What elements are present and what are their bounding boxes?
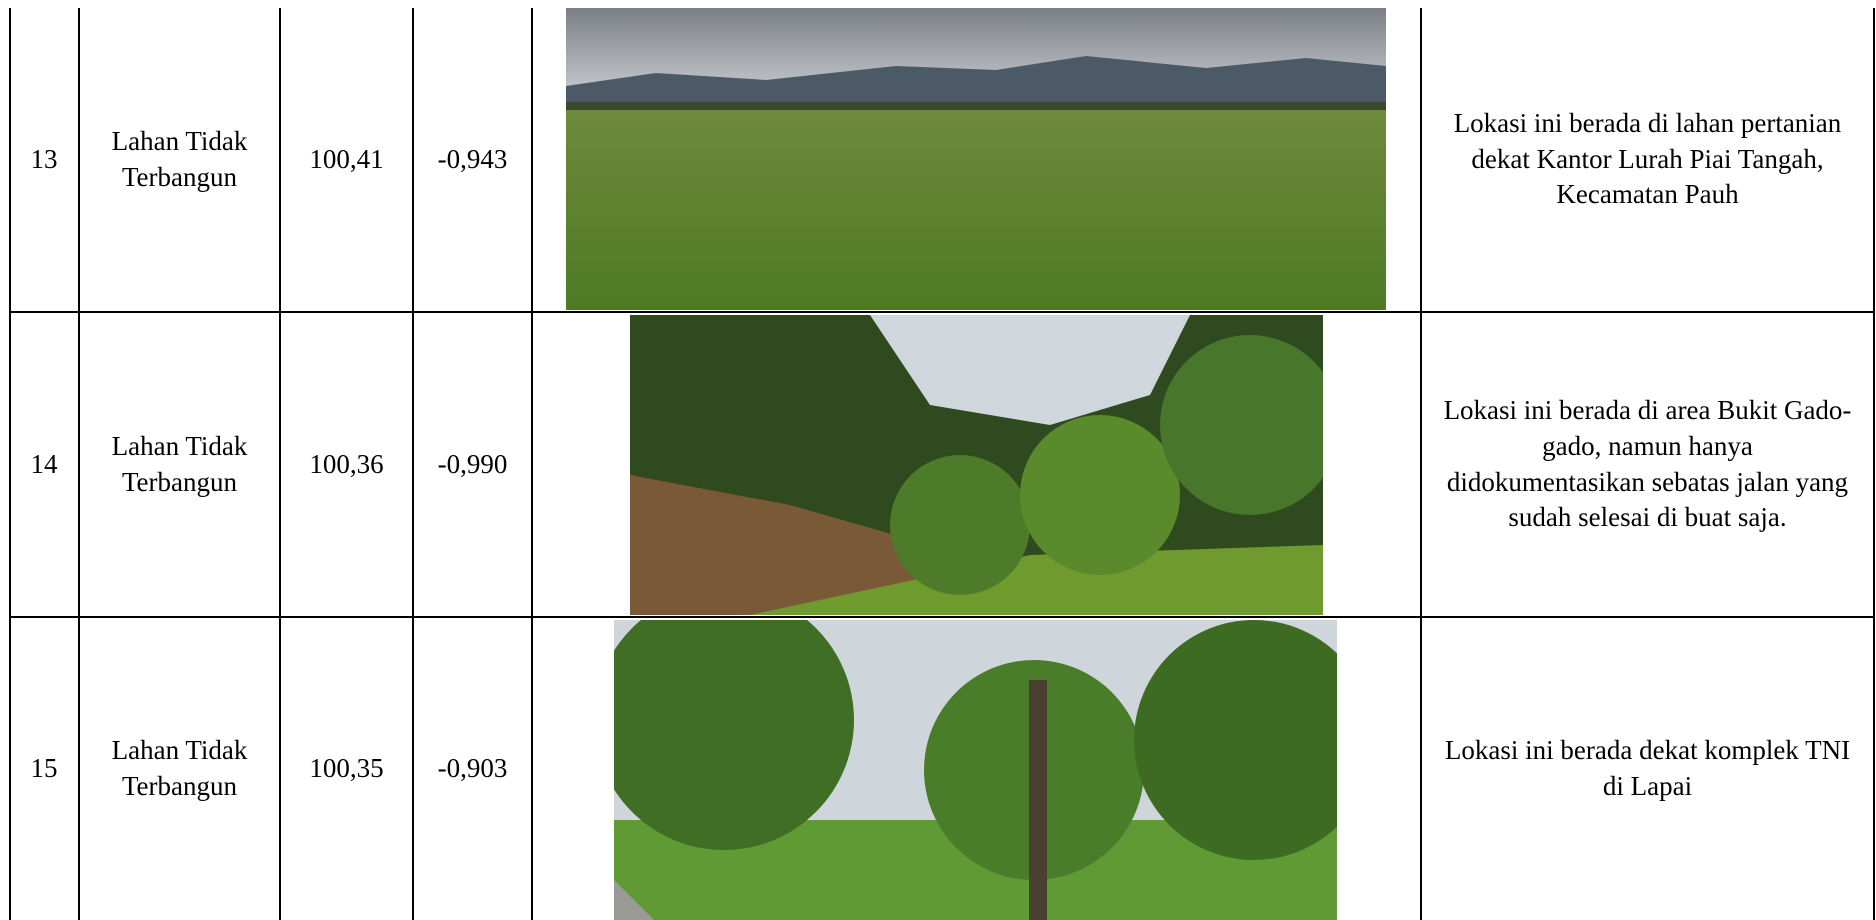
column-border: [412, 8, 414, 920]
land-class: Lahan Tidak Terbangun: [111, 430, 248, 497]
photo-trees-grass: [614, 620, 1337, 920]
description: Lokasi ini berada di lahan pertanian dek…: [1453, 108, 1842, 210]
description: Lokasi ini berada di area Bukit Gado-gad…: [1443, 395, 1852, 533]
latitude: -0,943: [437, 143, 508, 174]
row-number: 15: [30, 753, 58, 784]
row-border: [10, 311, 1874, 313]
column-border: [531, 8, 533, 920]
photo-hill-vegetation: [630, 315, 1323, 615]
longitude: 100,41: [309, 143, 384, 174]
column-border: [279, 8, 281, 920]
latitude: -0,990: [437, 448, 508, 479]
row-number: 14: [30, 448, 58, 479]
column-border: [78, 8, 80, 920]
row-border: [10, 616, 1874, 618]
description: Lokasi ini berada dekat komplek TNI di L…: [1444, 735, 1851, 801]
latitude: -0,903: [437, 753, 508, 784]
land-class: Lahan Tidak Terbangun: [111, 735, 248, 801]
column-border: [9, 8, 11, 920]
column-border: [1873, 8, 1875, 920]
longitude: 100,35: [309, 753, 384, 784]
longitude: 100,36: [309, 448, 384, 479]
land-class: Lahan Tidak Terbangun: [111, 125, 248, 192]
row-number: 13: [30, 143, 58, 174]
column-border: [1420, 8, 1422, 920]
photo-rice-field: [566, 8, 1386, 310]
